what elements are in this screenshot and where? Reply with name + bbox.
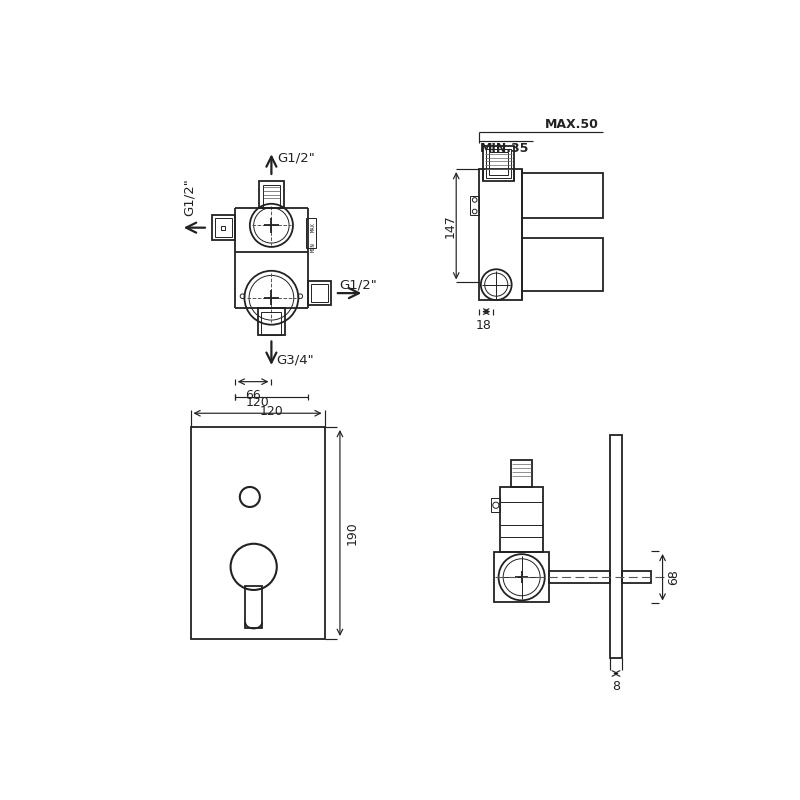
Bar [486, 149, 511, 178]
Text: 190: 190 [346, 521, 359, 545]
Bar [222, 226, 226, 230]
Bar [311, 284, 328, 302]
Bar [550, 571, 610, 583]
Text: 68: 68 [667, 570, 680, 585]
Bar [494, 552, 550, 602]
Text: 18: 18 [476, 319, 492, 332]
Bar [622, 571, 651, 583]
Bar [491, 498, 501, 512]
Bar [212, 215, 235, 240]
Text: 147: 147 [443, 214, 457, 238]
Text: MAX: MAX [310, 222, 315, 232]
Bar [610, 435, 622, 658]
Bar [479, 169, 522, 300]
Bar [308, 281, 331, 306]
Bar [522, 173, 602, 218]
Text: MAX.50: MAX.50 [545, 118, 598, 130]
Text: 120: 120 [246, 396, 270, 410]
Bar [522, 238, 602, 291]
Text: MIN: MIN [310, 242, 315, 252]
Bar [490, 152, 508, 174]
Bar [501, 486, 543, 552]
Bar [263, 185, 280, 208]
Bar [483, 146, 514, 181]
Bar [215, 218, 232, 237]
Text: G1/2": G1/2" [278, 151, 315, 164]
Text: 8: 8 [612, 680, 620, 693]
Bar [262, 312, 282, 334]
Bar [258, 308, 286, 334]
Text: G3/4": G3/4" [276, 354, 314, 366]
Text: G1/2": G1/2" [338, 278, 377, 291]
Text: MIN.35: MIN.35 [480, 142, 530, 155]
Bar [259, 181, 284, 208]
Bar [306, 218, 316, 249]
Bar [246, 586, 262, 629]
Bar [470, 196, 479, 215]
Bar [190, 427, 325, 639]
Text: G1/2": G1/2" [182, 178, 195, 216]
Text: 120: 120 [259, 405, 283, 418]
Bar [511, 460, 533, 486]
Text: 66: 66 [246, 390, 261, 402]
